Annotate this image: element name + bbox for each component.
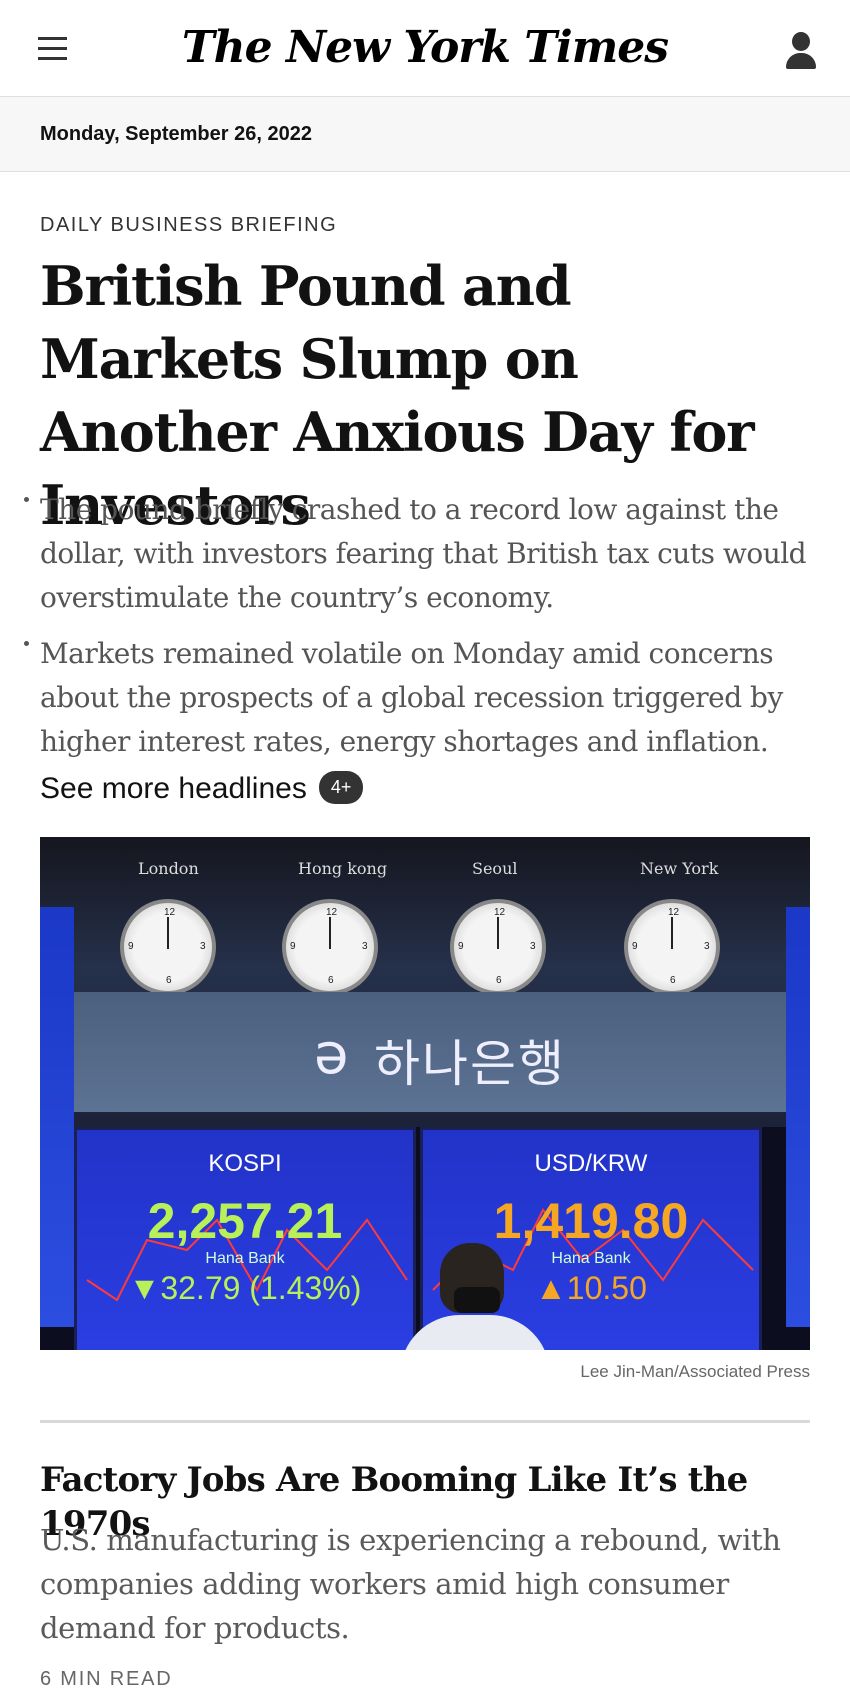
clock-city-label: London: [138, 859, 199, 878]
summary-bullet: Markets remained volatile on Monday amid…: [24, 632, 820, 764]
bank-logo-icon: ǝ: [314, 1022, 349, 1087]
clock-city-label: Hong kong: [298, 859, 388, 878]
section-kicker[interactable]: DAILY BUSINESS BRIEFING: [40, 214, 338, 236]
photo-side-screen-left: [40, 907, 74, 1327]
lead-photo[interactable]: London Hong kong Seoul New York 12 3 6 9 12…: [40, 837, 810, 1350]
current-date: Monday, September 26, 2022: [40, 123, 312, 145]
lead-summary-bullets: The pound briefly crashed to a record lo…: [24, 488, 820, 776]
bank-sign: ǝ 하나은행: [74, 992, 786, 1112]
kospi-label: KOSPI: [208, 1150, 282, 1177]
date-bar: Monday, September 26, 2022: [0, 97, 850, 172]
bullet-icon: [24, 497, 29, 502]
trader-figure: [400, 1237, 550, 1350]
story-summary[interactable]: U.S. manufacturing is experiencing a reb…: [40, 1523, 781, 1645]
section-divider: [40, 1420, 810, 1423]
photo-side-screen-right: [786, 907, 810, 1327]
photo-credit: Lee Jin-Man/Associated Press: [580, 1362, 810, 1381]
top-bar: The New York Times: [0, 0, 850, 97]
hamburger-menu-icon[interactable]: [38, 37, 70, 61]
site-logo[interactable]: The New York Times: [181, 22, 669, 73]
headline-count-badge: 4+: [318, 770, 364, 804]
usdkrw-value: 1,419.80: [493, 1193, 689, 1249]
clock-city-label: New York: [640, 859, 719, 878]
lead-headline[interactable]: British Pound and Markets Slump on Anoth…: [40, 254, 755, 537]
usdkrw-change: ▲10.50: [535, 1270, 647, 1306]
kospi-trend-line: [86, 1218, 408, 1302]
summary-bullet: The pound briefly crashed to a record lo…: [24, 488, 820, 620]
see-more-headlines-link[interactable]: See more headlines 4+: [40, 770, 364, 807]
read-time-label: 6 MIN READ: [40, 1668, 173, 1690]
clock-icon: 12 3 6 9: [282, 899, 378, 995]
clock-city-label: Seoul: [472, 859, 518, 878]
usdkrw-sub-label: Hana Bank: [551, 1250, 631, 1267]
see-more-label: See more headlines: [40, 772, 307, 805]
story-headline[interactable]: Factory Jobs Are Booming Like It’s the 1…: [40, 1460, 748, 1544]
kospi-change: ▼32.79 (1.43%): [128, 1270, 362, 1306]
bullet-icon: [24, 641, 29, 646]
clock-icon: 12 3 6 9: [120, 899, 216, 995]
user-account-icon[interactable]: [784, 30, 818, 72]
kospi-sub-label: Hana Bank: [205, 1250, 285, 1267]
kospi-board: KOSPI 2,257.21 Hana Bank ▼32.79 (1.43%): [74, 1127, 416, 1350]
bank-sign-text: 하나은행: [374, 1035, 566, 1093]
clock-icon: 12 3 6 9: [450, 899, 546, 995]
clock-icon: 12 3 6 9: [624, 899, 720, 995]
kospi-value: 2,257.21: [147, 1193, 343, 1249]
usdkrw-label: USD/KRW: [534, 1150, 648, 1177]
